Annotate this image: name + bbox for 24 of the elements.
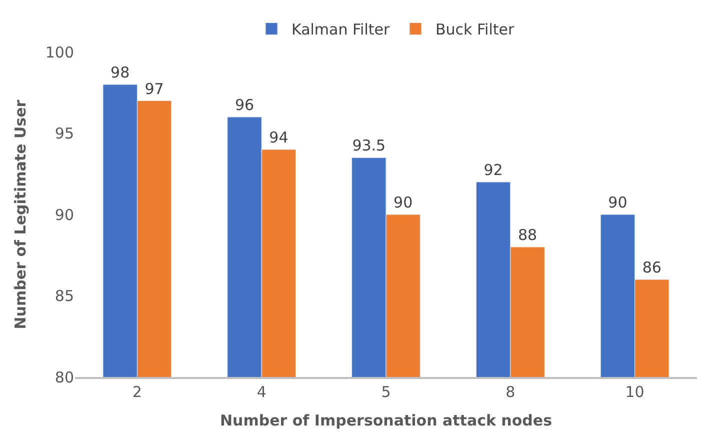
x-tick-label: 4 (256, 383, 266, 401)
legend-label: Buck Filter (435, 20, 515, 39)
data-label: 96 (234, 96, 254, 114)
y-tick-label: 95 (54, 124, 74, 142)
data-label: 90 (394, 194, 413, 212)
data-label: 86 (642, 258, 662, 276)
data-label: 88 (518, 226, 538, 244)
y-axis-title: Number of Legitimate User (12, 99, 30, 330)
data-label: 98 (110, 64, 130, 82)
data-label: 90 (608, 194, 628, 212)
y-tick-label: 85 (54, 287, 74, 305)
data-label: 94 (269, 128, 288, 146)
x-tick-label: 2 (132, 383, 142, 401)
data-label: 93.5 (352, 136, 386, 155)
x-tick-label: 10 (625, 383, 644, 401)
x-axis-title: Number of Impersonation attack nodes (220, 412, 552, 430)
y-tick-label: 90 (54, 206, 74, 224)
legend-label: Kalman Filter (292, 20, 390, 39)
x-tick-label: 8 (506, 383, 516, 401)
y-tick-label: 80 (54, 368, 74, 386)
y-tick-label: 100 (45, 43, 74, 62)
x-tick-label: 5 (381, 383, 391, 401)
data-label: 92 (484, 161, 503, 179)
data-label: 97 (144, 80, 164, 98)
